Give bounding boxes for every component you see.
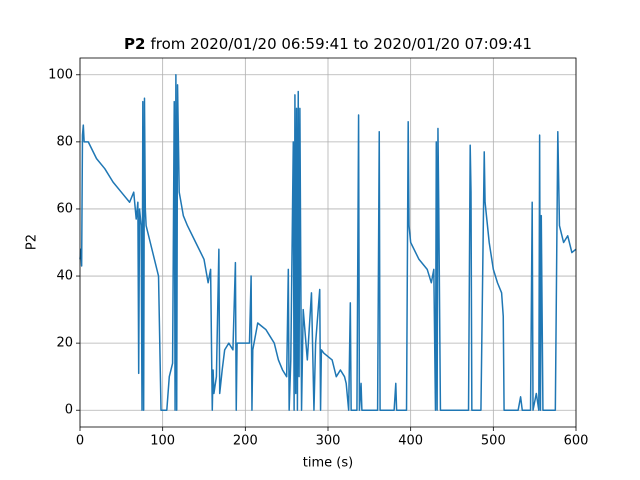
title-bold: P2 bbox=[124, 35, 145, 53]
x-tick-label: 500 bbox=[481, 434, 506, 449]
y-tick-label: 60 bbox=[56, 201, 73, 216]
x-tick-label: 400 bbox=[398, 434, 423, 449]
y-tick-label: 80 bbox=[56, 134, 73, 149]
x-tick-label: 600 bbox=[564, 434, 589, 449]
y-tick-label: 40 bbox=[56, 269, 73, 284]
title-range: from 2020/01/20 06:59:41 to 2020/01/20 0… bbox=[150, 35, 531, 53]
x-tick-label: 200 bbox=[233, 434, 258, 449]
x-tick-label: 0 bbox=[76, 434, 84, 449]
plot-frame bbox=[79, 57, 577, 428]
data-line bbox=[79, 74, 577, 411]
chart-title: P2 from 2020/01/20 06:59:41 to 2020/01/20… bbox=[124, 35, 532, 53]
x-tick-label: 300 bbox=[316, 434, 341, 449]
y-axis-label: P2 bbox=[25, 234, 40, 250]
x-axis-label: time (s) bbox=[303, 456, 353, 471]
y-tick-label: 100 bbox=[48, 67, 73, 82]
y-tick-label: 0 bbox=[65, 403, 73, 418]
y-tick-label: 20 bbox=[56, 336, 73, 351]
x-tick-label: 100 bbox=[150, 434, 175, 449]
